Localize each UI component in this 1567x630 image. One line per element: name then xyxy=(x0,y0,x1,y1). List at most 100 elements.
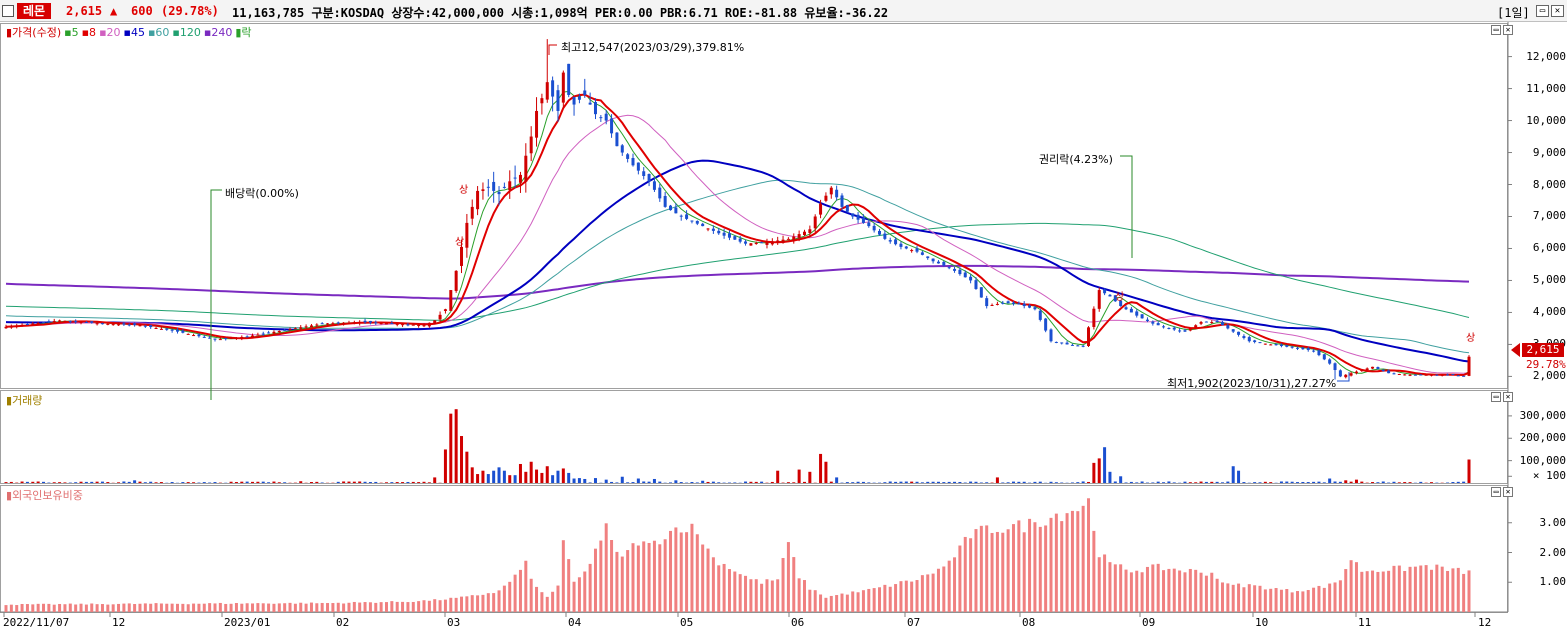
volume-bar xyxy=(234,482,238,483)
foreign-bar xyxy=(765,579,769,612)
volume-bar xyxy=(1220,482,1224,483)
select-checkbox[interactable] xyxy=(2,5,14,17)
volume-bar xyxy=(1371,482,1375,483)
candle-body xyxy=(15,325,19,327)
volume-bar xyxy=(100,481,104,483)
foreign-bar xyxy=(1285,589,1289,612)
candle-body xyxy=(1167,327,1171,329)
foreign-bar xyxy=(545,596,549,612)
foreign-bar xyxy=(577,577,581,612)
candle-body xyxy=(722,232,726,236)
legend-item: ▪45 xyxy=(123,26,145,39)
foreign-bar xyxy=(701,544,705,612)
candle-body xyxy=(1429,374,1433,376)
foreign-bar xyxy=(626,550,630,612)
volume-bar xyxy=(1403,482,1407,483)
foreign-panel-close-icon[interactable]: ✕ xyxy=(1503,487,1513,497)
volume-bar xyxy=(149,481,153,483)
volume-bar xyxy=(1456,481,1460,483)
candle-body xyxy=(995,303,999,305)
volume-bar xyxy=(1081,481,1085,483)
candle-body xyxy=(577,96,581,100)
window-close-icon[interactable]: ✕ xyxy=(1551,5,1564,17)
foreign-bar xyxy=(995,531,999,612)
candle-body xyxy=(690,220,694,222)
foreign-bar xyxy=(229,603,233,612)
foreign-bar xyxy=(245,603,249,612)
stock-name[interactable]: 레몬 xyxy=(17,3,52,19)
volume-bar xyxy=(181,482,185,483)
volume-bar xyxy=(36,481,40,483)
volume-bar xyxy=(551,475,555,483)
candle-body xyxy=(652,181,656,190)
candle-body xyxy=(20,324,24,326)
candle-body xyxy=(497,191,501,195)
foreign-bar xyxy=(1044,525,1048,612)
volume-bar xyxy=(567,472,571,483)
foreign-bar xyxy=(872,588,876,612)
volume-bar xyxy=(25,481,29,483)
foreign-bar xyxy=(1408,566,1412,612)
volume-bar xyxy=(1097,458,1101,483)
foreign-bar xyxy=(497,590,501,612)
candle-body xyxy=(331,323,335,325)
candle-body xyxy=(224,338,228,340)
foreign-bar xyxy=(936,568,940,612)
volume-bar xyxy=(631,482,635,483)
foreign-bar xyxy=(679,532,683,612)
volume-bar xyxy=(942,482,946,483)
candle-body xyxy=(1210,322,1214,324)
volume-bar xyxy=(422,481,426,483)
candle-body xyxy=(1220,322,1224,326)
volume-bar xyxy=(52,482,56,483)
foreign-bar xyxy=(1140,572,1144,612)
volume-bar xyxy=(4,482,8,483)
candle-body xyxy=(797,234,801,238)
period-selector[interactable]: [1일] xyxy=(1497,6,1530,20)
panel-frame xyxy=(0,390,1508,484)
foreign-bar xyxy=(744,575,748,612)
volume-panel-close-icon[interactable]: ✕ xyxy=(1503,392,1513,402)
panel-minimize-icon[interactable]: ▭ xyxy=(1491,25,1501,35)
foreign-bar xyxy=(792,557,796,612)
foreign-bar xyxy=(947,560,951,612)
legend-item: ▪5 xyxy=(64,26,79,39)
volume-bar xyxy=(561,468,565,483)
candle-body xyxy=(1242,336,1246,339)
volume-panel-minimize-icon[interactable]: ▭ xyxy=(1491,392,1501,402)
legend-item: ▮락 xyxy=(235,26,252,39)
x-axis-label: 09 xyxy=(1142,616,1156,629)
foreign-bar xyxy=(138,603,142,612)
candle-body xyxy=(417,324,421,326)
foreign-bar xyxy=(20,603,24,612)
volume-bar xyxy=(1070,482,1074,483)
candle-body xyxy=(1156,323,1160,326)
candle-body xyxy=(283,329,287,331)
low-annotation: 최저1,902(2023/10/31),27.27% xyxy=(1167,377,1337,390)
candle-body xyxy=(143,325,147,327)
foreign-bar xyxy=(304,603,308,612)
volume-bar xyxy=(186,482,190,483)
current-price: 2,615 xyxy=(66,4,103,18)
candle-body xyxy=(256,334,260,336)
foreign-bar xyxy=(1397,565,1401,612)
foreign-bar xyxy=(90,603,94,612)
volume-bar xyxy=(802,481,806,483)
foreign-panel-minimize-icon[interactable]: ▭ xyxy=(1491,487,1501,497)
legend-item: ▪60 xyxy=(147,26,170,39)
candle-body xyxy=(299,327,303,329)
candle-body xyxy=(138,325,142,327)
volume-bar xyxy=(899,481,903,483)
window-minimize-icon[interactable]: ▭ xyxy=(1536,5,1549,17)
candle-body xyxy=(1371,366,1375,369)
candle-body xyxy=(481,189,485,191)
foreign-bar xyxy=(192,603,196,612)
x-axis-label: 07 xyxy=(907,616,921,629)
candle-body xyxy=(508,181,512,191)
candle-body xyxy=(1060,342,1064,344)
panel-close-icon[interactable]: ✕ xyxy=(1503,25,1513,35)
volume-bar xyxy=(1172,482,1176,483)
candle-body xyxy=(593,102,597,115)
candle-body xyxy=(218,339,222,341)
foreign-bar xyxy=(47,603,51,612)
